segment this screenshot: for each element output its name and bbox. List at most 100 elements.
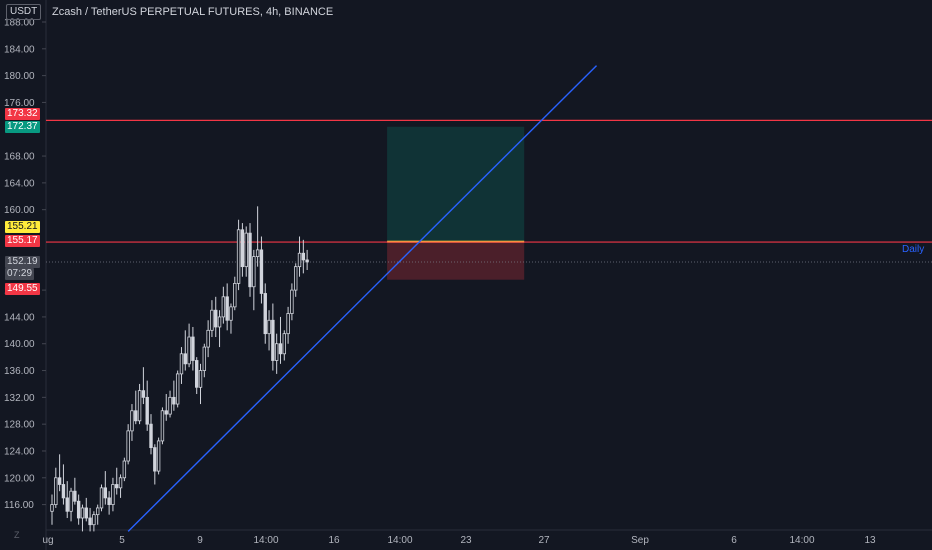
y-tick-label: 128.00 <box>4 420 35 431</box>
candle-body <box>233 283 237 308</box>
x-tick-label: 9 <box>197 535 203 546</box>
candle-body <box>210 309 214 331</box>
x-tick-label: 27 <box>538 535 550 546</box>
candle-body <box>267 319 271 335</box>
candle-body <box>179 353 184 375</box>
candle-body <box>50 504 54 512</box>
candle-body <box>236 229 241 284</box>
candle-body <box>187 336 191 365</box>
candle-body <box>134 410 138 422</box>
candle-body <box>103 487 108 499</box>
candle-body <box>202 346 207 371</box>
candle-body <box>92 514 96 526</box>
candle-body <box>252 256 256 288</box>
candle-body <box>282 333 286 355</box>
candle-body <box>198 370 203 388</box>
currency-badge[interactable]: USDT <box>6 4 42 20</box>
candle-body <box>118 477 123 489</box>
candle-body <box>294 266 298 291</box>
y-tick-label: 188.00 <box>4 18 35 29</box>
candle-body <box>305 259 309 263</box>
y-tick-label: 132.00 <box>4 393 35 404</box>
candle-body <box>229 306 233 321</box>
candle-body <box>221 296 226 318</box>
y-tick-label: 180.00 <box>4 71 35 82</box>
candle-body <box>137 390 142 422</box>
x-tick-label: 14:00 <box>387 535 412 546</box>
candle-body <box>278 343 283 355</box>
candle-body <box>172 396 176 405</box>
x-tick-label: Sep <box>631 535 649 546</box>
candle-body <box>111 484 115 505</box>
symbol-title: Zcash / TetherUS PERPETUAL FUTURES, 4h, … <box>52 6 334 18</box>
candle-body <box>175 373 180 405</box>
candle-body <box>61 484 66 499</box>
candle-body <box>160 410 165 442</box>
candle-body <box>301 252 306 261</box>
candle-body <box>191 336 195 361</box>
y-tick-label: 144.00 <box>4 312 35 323</box>
candle-body <box>107 497 111 505</box>
candle-body <box>122 460 127 479</box>
candle-body <box>286 313 290 335</box>
trendline <box>127 65 598 532</box>
candle-body <box>95 507 100 516</box>
candle-body <box>76 500 81 519</box>
candle-body <box>88 517 92 526</box>
candle-body <box>145 396 149 425</box>
y-tick-label: 124.00 <box>4 446 35 457</box>
y-tick-label: 176.00 <box>4 98 35 109</box>
candle-body <box>217 316 222 328</box>
chart-watermark: Z <box>14 530 20 540</box>
y-tick-label: 136.00 <box>4 366 35 377</box>
y-tick-label: 120.00 <box>4 473 35 484</box>
y-tick-label: 168.00 <box>4 152 35 163</box>
x-tick-label: 16 <box>328 535 340 546</box>
position-target-zone <box>387 126 525 242</box>
candle-body <box>168 396 172 415</box>
candle-body <box>130 410 134 432</box>
price-axis-label: 155.17 <box>5 235 40 247</box>
candle-body <box>164 410 168 415</box>
candle-body <box>141 390 146 398</box>
x-tick-label: 14:00 <box>789 535 814 546</box>
y-tick-label: 184.00 <box>4 44 35 55</box>
candle-body <box>274 343 279 361</box>
candle-body <box>153 447 157 472</box>
candle-body <box>80 507 85 519</box>
price-axis-label: 152.19 <box>5 256 40 268</box>
x-tick-label: 5 <box>119 535 125 546</box>
position-stop-zone <box>387 241 525 280</box>
candle-body <box>183 353 187 365</box>
candle-body <box>195 360 199 388</box>
y-tick-label: 116.00 <box>4 500 34 511</box>
candle-body <box>126 430 130 462</box>
price-axis-label: 173.32 <box>5 108 40 120</box>
candle-body <box>54 477 58 505</box>
price-axis-label: 149.55 <box>5 283 40 295</box>
x-tick-label: 23 <box>460 535 472 546</box>
price-axis-label: 07:29 <box>5 268 35 280</box>
y-tick-label: 140.00 <box>4 339 35 350</box>
candle-body <box>271 319 275 361</box>
x-tick-label: 13 <box>864 535 876 546</box>
candle-body <box>214 309 218 328</box>
candle-body <box>69 490 73 512</box>
candle-body <box>290 289 294 314</box>
y-tick-label: 164.00 <box>4 178 35 189</box>
price-axis-label: 172.37 <box>5 121 40 133</box>
candle-body <box>244 232 248 268</box>
candle-body <box>259 249 264 294</box>
x-tick-label: 6 <box>731 535 737 546</box>
candle-body <box>297 252 302 268</box>
candle-body <box>225 296 229 321</box>
candle-body <box>115 484 119 489</box>
candle-body <box>84 507 88 519</box>
price-axis-label: 155.21 <box>5 221 40 233</box>
y-tick-label: 160.00 <box>4 205 35 216</box>
candle-body <box>73 490 77 502</box>
candle-body <box>99 487 104 509</box>
candle-body <box>206 329 210 348</box>
candle-body <box>156 440 161 472</box>
